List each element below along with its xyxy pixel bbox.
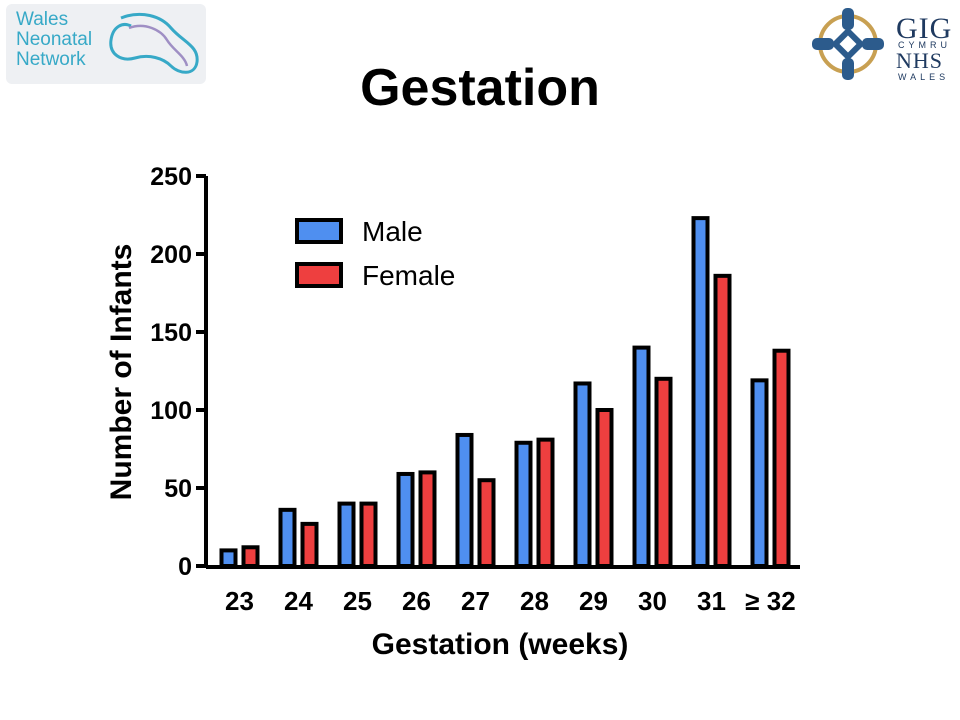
x-tick-label: 31	[697, 586, 726, 616]
female-bar	[713, 273, 732, 568]
x-tick-label: 23	[225, 586, 254, 616]
male-bar	[750, 378, 769, 568]
female-bar	[241, 545, 260, 569]
male-bar	[219, 548, 238, 569]
y-axis-label: Number of Infants	[105, 244, 138, 501]
legend-male-label: Male	[362, 216, 423, 247]
y-tick-label: 50	[164, 475, 192, 503]
female-bar	[772, 348, 791, 568]
wales-neonatal-network-logo-text: Wales Neonatal Network	[16, 9, 93, 70]
male-bar	[455, 432, 474, 568]
y-tick-label: 150	[150, 319, 192, 347]
male-bar	[573, 381, 592, 569]
female-bar	[654, 376, 673, 568]
legend-female-swatch	[295, 262, 343, 288]
female-bar	[477, 478, 496, 569]
female-bar	[595, 408, 614, 568]
x-tick-label: 26	[402, 586, 431, 616]
x-tick-label: 28	[520, 586, 549, 616]
x-tick-label: ≥ 32	[745, 586, 795, 616]
female-bar	[418, 470, 437, 568]
male-bar	[337, 501, 356, 569]
x-tick-label: 29	[579, 586, 608, 616]
wales-neonatal-network-logo: Wales Neonatal Network	[6, 4, 206, 84]
male-bar	[632, 345, 651, 568]
female-bar	[536, 437, 555, 569]
page-title: Gestation	[360, 59, 600, 117]
y-tick-label: 0	[178, 553, 192, 581]
nhs-logo-text: NHS	[896, 48, 944, 73]
gig-cymru-nhs-wales-logo: GIG CYMRU NHS WALES	[806, 2, 956, 86]
x-axis-label: Gestation (weeks)	[372, 628, 629, 661]
x-tick-label: 25	[343, 586, 372, 616]
y-tick-label: 200	[150, 241, 192, 269]
wales-logo-text: WALES	[898, 72, 950, 82]
y-tick-label: 250	[150, 163, 192, 191]
x-tick-label: 24	[284, 586, 313, 616]
male-bar	[278, 507, 297, 568]
legend-female-label: Female	[362, 260, 455, 291]
neonatal-swirl-icon	[109, 12, 199, 74]
female-bar	[359, 501, 378, 569]
male-bar	[691, 216, 710, 568]
female-bar	[300, 521, 319, 569]
y-tick-label: 100	[150, 397, 192, 425]
male-bar	[514, 440, 533, 569]
legend-male-swatch	[295, 218, 343, 244]
cymru-logo-text: CYMRU	[898, 40, 951, 50]
x-tick-label: 30	[638, 586, 667, 616]
gig-logo-text: GIG	[896, 12, 953, 45]
male-bar	[396, 471, 415, 568]
celtic-knot-icon	[812, 8, 884, 80]
x-tick-label: 27	[461, 586, 490, 616]
